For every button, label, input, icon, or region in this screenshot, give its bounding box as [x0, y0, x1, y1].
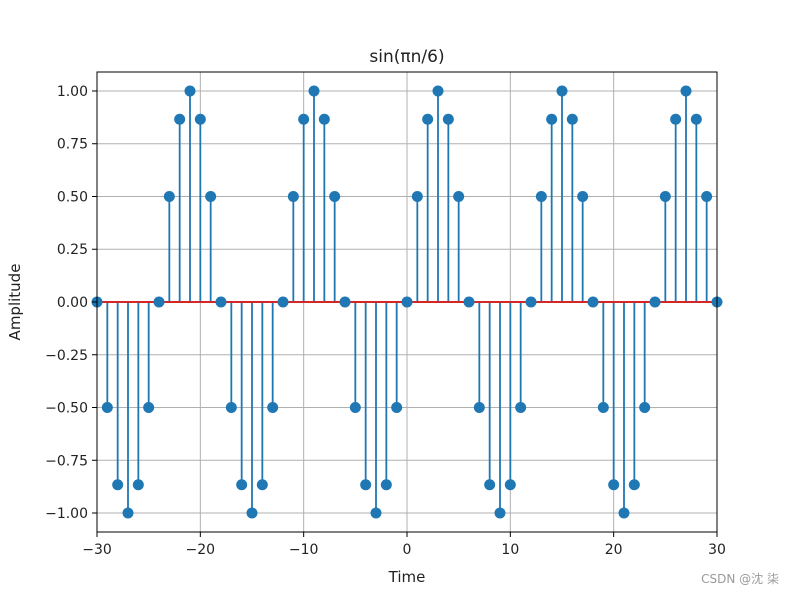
stem-marker [246, 507, 258, 519]
x-tick-label: 10 [501, 542, 519, 558]
stem-marker [143, 402, 155, 414]
stem-marker [494, 507, 506, 519]
stem-marker [101, 402, 113, 414]
stem-marker [153, 296, 165, 308]
stem-marker [432, 85, 444, 97]
stem-marker [577, 190, 589, 202]
stem-marker [205, 190, 217, 202]
stem-marker [318, 113, 330, 125]
stem-marker [608, 479, 620, 491]
stem-marker [287, 190, 299, 202]
stem-marker [649, 296, 661, 308]
y-tick-label: −0.25 [45, 348, 88, 364]
stem-marker [566, 113, 578, 125]
stem-marker [349, 402, 361, 414]
x-tick-label: 0 [403, 542, 412, 558]
stem-marker [225, 402, 237, 414]
stem-marker [484, 479, 496, 491]
stem-marker [556, 85, 568, 97]
stem-marker [442, 113, 454, 125]
stem-marker [690, 113, 702, 125]
x-tick-label: −10 [289, 542, 319, 558]
x-tick-label: −20 [186, 542, 216, 558]
x-tick-label: 20 [605, 542, 623, 558]
stem-marker [267, 402, 279, 414]
stem-marker [680, 85, 692, 97]
stem-marker [370, 507, 382, 519]
stem-marker [215, 296, 227, 308]
watermark-text: CSDN @沈 柒 [701, 572, 779, 586]
x-axis-label: Time [388, 568, 426, 586]
stem-markers [91, 85, 723, 519]
stem-marker [504, 479, 516, 491]
stem-marker [515, 402, 527, 414]
stem-lines [106, 90, 708, 514]
stem-marker [174, 113, 186, 125]
chart-title: sin(πn/6) [369, 47, 444, 67]
x-tick-label: −30 [82, 542, 112, 558]
stem-marker [122, 507, 134, 519]
stem-marker [587, 296, 599, 308]
stem-marker [391, 402, 403, 414]
stem-marker [701, 190, 713, 202]
x-axis-ticks: −30 −20 −10 0 10 20 30 [82, 532, 726, 558]
stem-marker [298, 113, 310, 125]
stem-marker [473, 402, 485, 414]
stem-marker [132, 479, 144, 491]
stem-marker [380, 479, 392, 491]
y-tick-label: 0.50 [57, 189, 88, 205]
x-tick-label: 30 [708, 542, 726, 558]
stem-marker [639, 402, 651, 414]
y-tick-label: −0.50 [45, 401, 88, 417]
stem-marker [308, 85, 320, 97]
stem-marker [535, 190, 547, 202]
stem-marker [597, 402, 609, 414]
stem-marker [339, 296, 351, 308]
stem-marker [112, 479, 124, 491]
stem-marker [659, 190, 671, 202]
stem-marker [184, 85, 196, 97]
stem-marker [277, 296, 289, 308]
y-tick-label: −1.00 [45, 506, 88, 522]
stem-marker [163, 190, 175, 202]
stem-marker [329, 190, 341, 202]
stem-marker [628, 479, 640, 491]
stem-marker [360, 479, 372, 491]
y-tick-label: 1.00 [57, 84, 88, 100]
stem-marker [236, 479, 248, 491]
stem-marker [401, 296, 413, 308]
stem-marker [194, 113, 206, 125]
stem-marker [256, 479, 268, 491]
y-tick-label: 0.25 [57, 242, 88, 258]
stem-marker [618, 507, 630, 519]
stem-marker [463, 296, 475, 308]
y-axis-label: Amplitude [6, 264, 24, 341]
y-tick-label: 0.00 [57, 295, 88, 311]
stem-marker [525, 296, 537, 308]
stem-marker [453, 190, 465, 202]
stem-marker [411, 190, 423, 202]
stem-marker [670, 113, 682, 125]
y-axis-ticks: −1.00 −0.75 −0.50 −0.25 0.00 0.25 0.50 0.75 1.00 [45, 84, 97, 522]
y-tick-label: −0.75 [45, 453, 88, 469]
stem-marker [422, 113, 434, 125]
stem-marker [546, 113, 558, 125]
y-tick-label: 0.75 [57, 137, 88, 153]
